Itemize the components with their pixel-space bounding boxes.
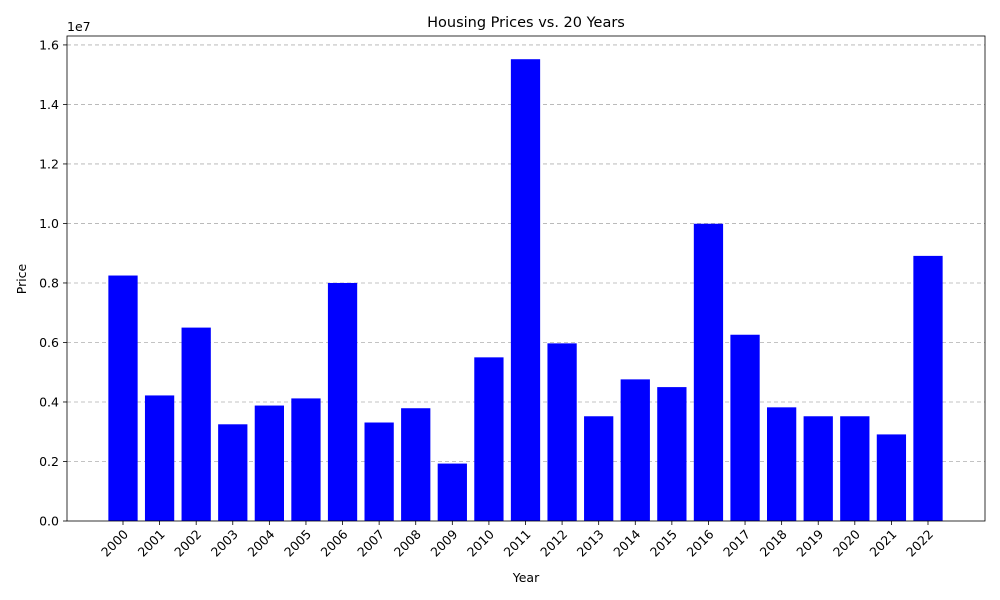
bar: [108, 275, 138, 521]
x-tick-label: 2014: [610, 526, 643, 559]
y-offset-label: 1e7: [67, 19, 91, 34]
bar: [767, 407, 797, 521]
bar: [803, 416, 833, 521]
bar: [437, 463, 467, 521]
x-axis: 2000 2001 2002 2003 2004 2005 2006 2007 2008 2009…: [98, 521, 936, 560]
x-tick-label: 2019: [793, 526, 826, 559]
x-tick-label: 2020: [830, 526, 863, 559]
x-tick-label: 2021: [866, 527, 899, 560]
x-tick-label: 2005: [281, 527, 314, 560]
bar: [401, 408, 431, 521]
x-tick-label: 2010: [464, 526, 497, 559]
x-tick-label: 2018: [757, 526, 790, 559]
bars: [108, 59, 943, 522]
x-tick-label: 2008: [391, 526, 424, 559]
x-tick-label: 2022: [903, 527, 936, 560]
bar: [693, 223, 724, 522]
y-tick-label: 0.0: [39, 514, 59, 529]
x-tick-label: 2015: [647, 527, 680, 560]
x-tick-label: 2007: [354, 527, 387, 560]
bar: [584, 416, 614, 521]
x-tick-label: 2006: [318, 526, 351, 559]
x-axis-label: Year: [512, 570, 540, 585]
bar: [510, 59, 541, 521]
x-tick-label: 2012: [537, 527, 570, 560]
x-tick-label: 2003: [208, 527, 241, 560]
bar: [547, 343, 577, 521]
x-tick-label: 2013: [574, 527, 607, 560]
y-axis-label: Price: [14, 263, 29, 294]
y-axis: 0.0 0.2 0.4 0.6 0.8 1.0 1.2 1.4 1.6: [39, 37, 67, 529]
bar: [876, 434, 907, 521]
bar: [840, 416, 870, 521]
bar: [291, 398, 321, 521]
bar: [327, 282, 358, 521]
y-tick-label: 0.8: [39, 275, 59, 290]
x-tick-label: 2000: [98, 526, 131, 559]
bar: [144, 395, 175, 521]
x-tick-label: 2002: [171, 527, 204, 560]
x-tick-label: 2004: [244, 526, 277, 559]
bar: [620, 379, 650, 521]
y-tick-label: 0.2: [39, 454, 59, 469]
x-tick-label: 2009: [427, 526, 460, 559]
y-tick-label: 1.2: [39, 156, 59, 171]
chart-title: Housing Prices vs. 20 Years: [427, 15, 625, 31]
bar: [364, 422, 394, 521]
y-tick-label: 1.0: [39, 216, 59, 231]
plot-frame: [66, 35, 986, 522]
bar: [913, 255, 943, 521]
x-tick-label: 2016: [683, 526, 716, 559]
bar: [474, 357, 504, 521]
y-tick-label: 1.6: [39, 37, 59, 52]
bar: [181, 327, 211, 521]
y-tick-label: 1.4: [39, 97, 59, 112]
x-tick-label: 2001: [135, 527, 168, 560]
x-tick-label: 2017: [720, 527, 753, 560]
bar: [218, 424, 248, 521]
y-tick-label: 0.4: [39, 394, 59, 409]
bar: [657, 387, 687, 521]
x-tick-label: 2011: [501, 527, 534, 560]
y-tick-label: 0.6: [39, 335, 59, 350]
bar: [254, 405, 284, 521]
bar: [730, 334, 760, 521]
